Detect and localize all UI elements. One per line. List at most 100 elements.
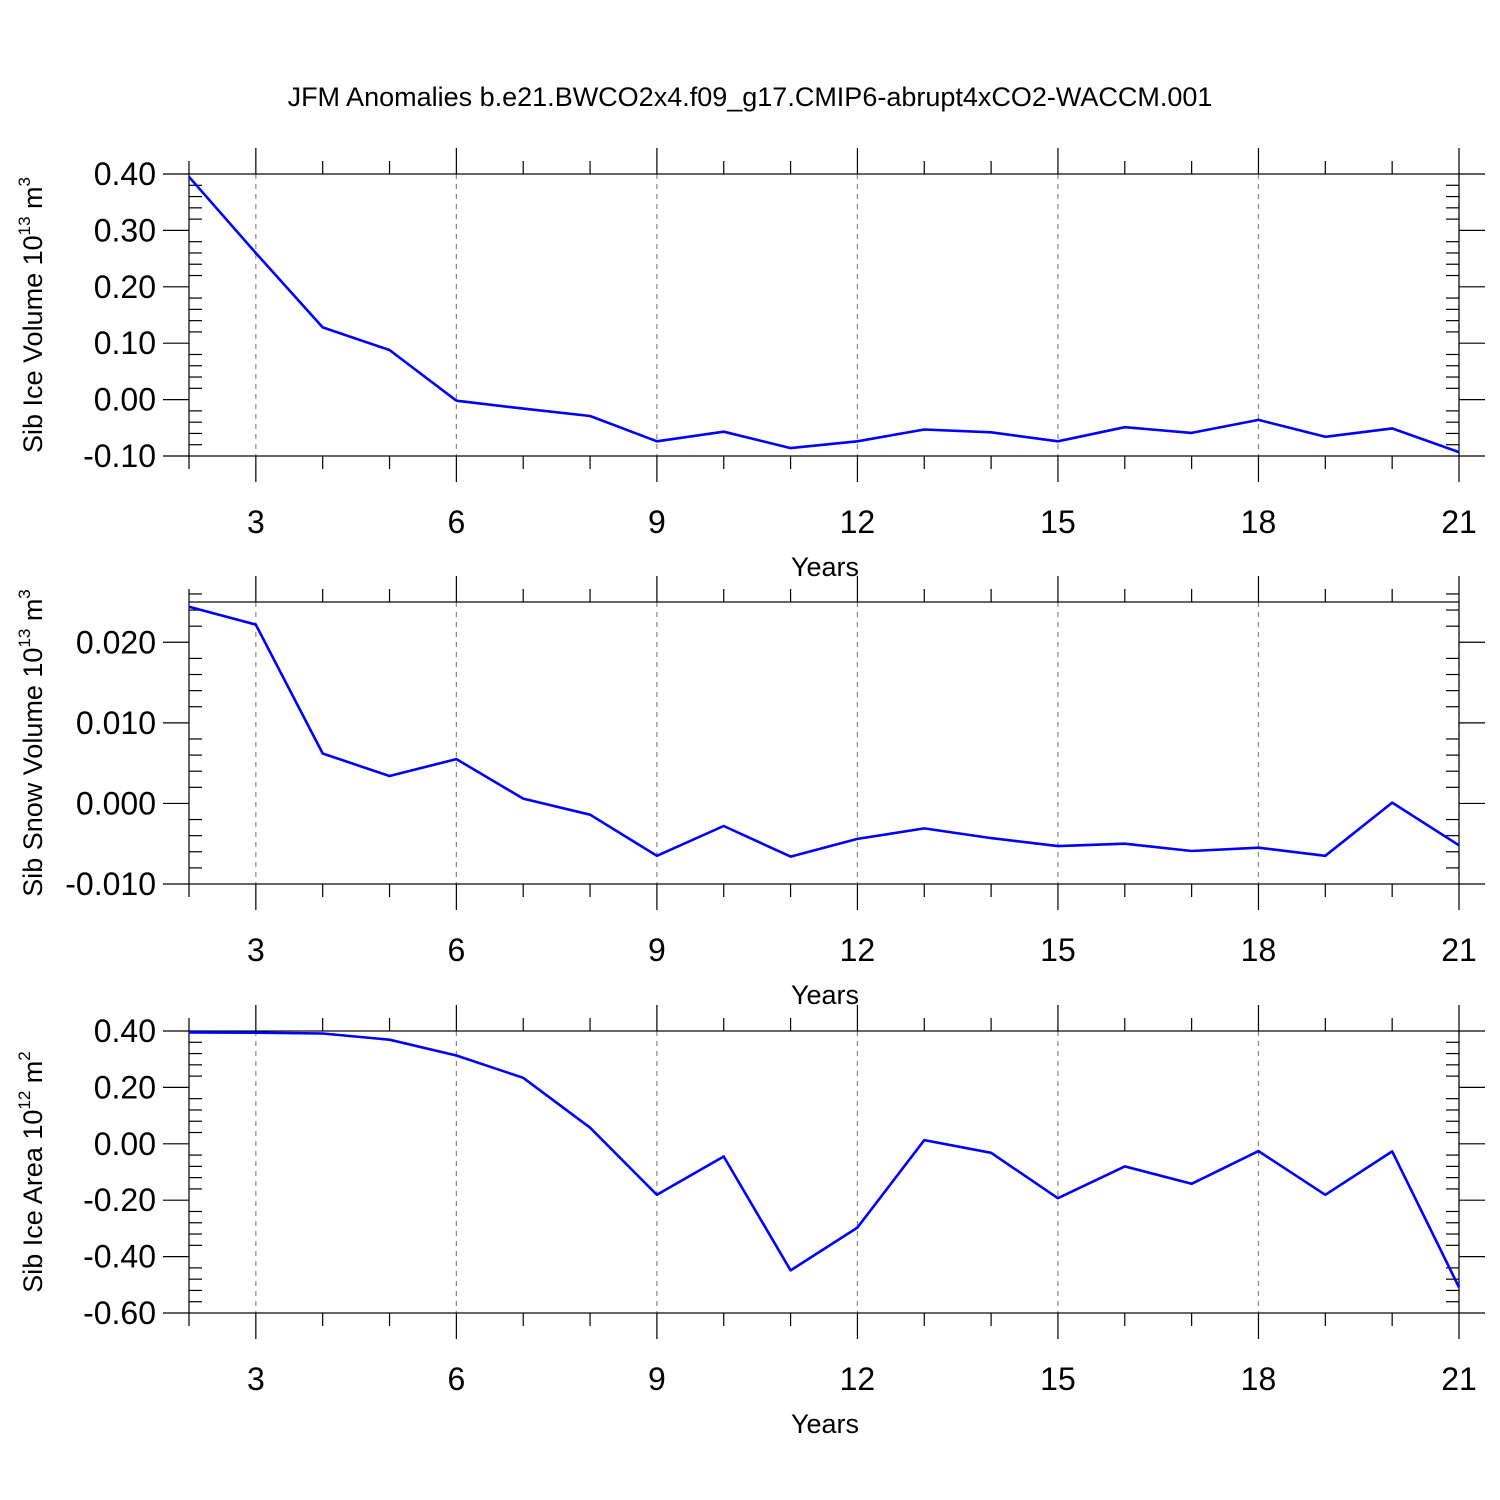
data-point [588,1126,592,1130]
x-tick-label: 3 [247,932,265,968]
data-point [1256,418,1260,422]
chart-title: JFM Anomalies b.e21.BWCO2x4.f09_g17.CMIP… [287,82,1213,112]
x-tick-label: 9 [648,932,666,968]
data-point [1323,1193,1327,1197]
series-line [188,175,1460,454]
data-point [789,1268,793,1272]
data-point [588,414,592,418]
data-point [1390,426,1394,430]
data-point [588,813,592,817]
data-point [1190,431,1194,435]
x-axis-label: Years [791,1409,859,1439]
data-point [722,1154,726,1158]
x-tick-label: 9 [648,1361,666,1397]
data-point [1056,844,1060,848]
data-point [321,325,325,329]
x-axis-label: Years [791,980,859,1010]
data-point [655,854,659,858]
plot-frame [188,1030,1460,1314]
data-point [922,1138,926,1142]
data-point [1323,854,1327,858]
plot-frame [188,173,1460,457]
data-point [321,751,325,755]
y-tick-label: -0.60 [83,1295,156,1331]
y-tick-label: 0.020 [76,624,156,660]
data-point [655,439,659,443]
data-point [989,430,993,434]
data-point [855,837,859,841]
data-point [454,1054,458,1058]
x-tick-label: 21 [1441,932,1477,968]
y-axis-label: Sib Ice Volume 1013 m3 [15,177,48,453]
data-point [1190,849,1194,853]
data-point [254,1031,258,1035]
y-tick-label: -0.010 [65,866,156,902]
panel-3: -0.60 -0.40 -0.20 0.00 0.20 0.40 3 6 9 12 15 18 21 Ye… [15,1005,1485,1439]
data-point [855,1226,859,1230]
data-point [1390,801,1394,805]
y-tick-label: 0.20 [94,269,156,305]
data-point [1457,1285,1461,1289]
y-tick-label: 0.00 [94,1126,156,1162]
data-point [1056,439,1060,443]
data-point [388,1038,392,1042]
x-tick-label: 21 [1441,504,1477,540]
data-point [1390,1149,1394,1153]
data-point [521,1076,525,1080]
x-tick-label: 18 [1241,504,1277,540]
data-point [1123,425,1127,429]
x-tick-label: 15 [1040,1361,1076,1397]
data-point [989,836,993,840]
y-axis-label: Sib Snow Volume 1013 m3 [15,589,48,897]
data-point [1123,842,1127,846]
data-point [922,427,926,431]
data-point [187,1030,191,1034]
y-tick-label: 0.000 [76,785,156,821]
x-tick-label: 18 [1241,1361,1277,1397]
y-tick-label: -0.20 [83,1182,156,1218]
data-point [1256,846,1260,850]
y-axis-label: Sib Ice Area 1012 m2 [15,1051,48,1293]
data-point [1123,1164,1127,1168]
y-tick-label: -0.40 [83,1239,156,1275]
data-point [521,797,525,801]
data-point [789,855,793,859]
x-tick-label: 18 [1241,932,1277,968]
y-tick-label: -0.10 [83,438,156,474]
x-tick-label: 6 [447,1361,465,1397]
y-tick-label: 0.00 [94,382,156,418]
y-tick-label: 0.30 [94,212,156,248]
data-point [989,1151,993,1155]
data-point [321,1032,325,1036]
y-tick-label: 0.10 [94,325,156,361]
data-point [655,1193,659,1197]
data-point [1056,1196,1060,1200]
data-point [388,774,392,778]
data-point [521,407,525,411]
data-point [722,430,726,434]
data-point [454,399,458,403]
panel-2: -0.010 0.000 0.010 0.020 3 6 9 12 15 18 21 Years Sib… [15,576,1485,1010]
x-tick-label: 21 [1441,1361,1477,1397]
x-tick-label: 6 [447,504,465,540]
data-point [722,824,726,828]
series-line [188,605,1460,858]
data-point [1190,1182,1194,1186]
x-tick-label: 6 [447,932,465,968]
y-tick-label: 0.20 [94,1069,156,1105]
x-tick-label: 3 [247,1361,265,1397]
data-point [388,348,392,352]
x-tick-label: 15 [1040,932,1076,968]
panel-1: -0.10 0.00 0.10 0.20 0.30 0.40 3 6 9 12 15 18 21 Year… [15,148,1485,582]
x-tick-label: 3 [247,504,265,540]
data-point [254,251,258,255]
data-point [1457,843,1461,847]
data-point [187,175,191,179]
data-point [187,605,191,609]
data-point [1323,435,1327,439]
x-tick-label: 12 [840,504,876,540]
data-point [789,446,793,450]
data-point [1256,1149,1260,1153]
x-tick-label: 12 [840,932,876,968]
